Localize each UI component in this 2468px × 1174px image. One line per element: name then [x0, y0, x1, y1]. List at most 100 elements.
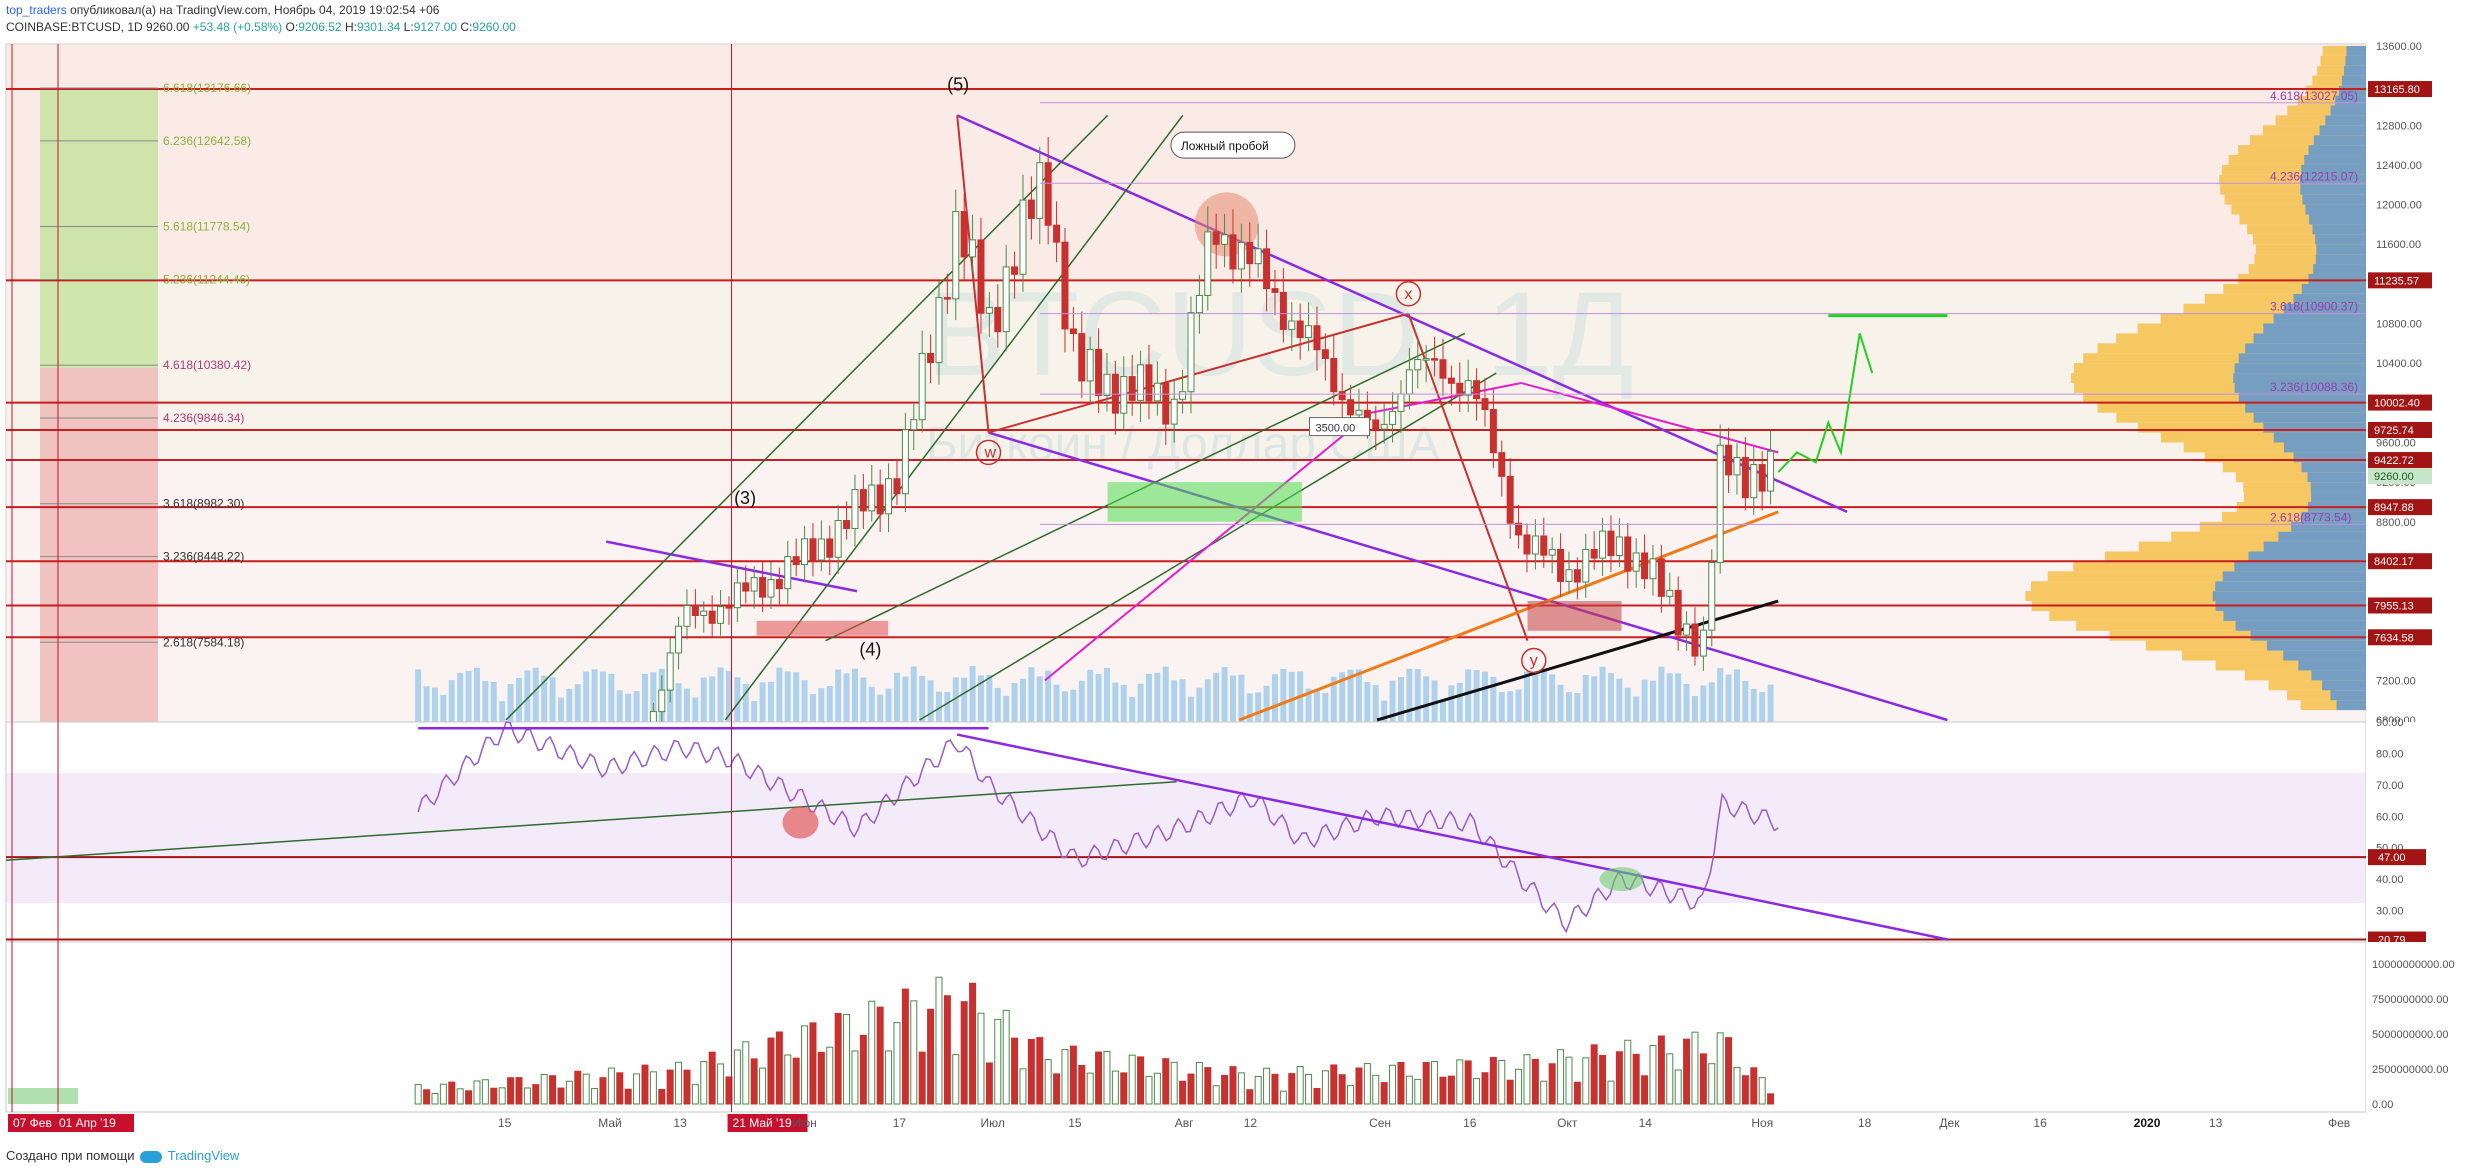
volume-bar: [1515, 1068, 1523, 1105]
fib-left-label: 5.236(11244.46): [163, 272, 250, 286]
profile-bar: [2243, 482, 2366, 493]
volume-overlay: [415, 666, 1774, 722]
profile-bar-value-area: [2302, 194, 2366, 205]
volume-overlay-bar: [1456, 682, 1463, 722]
candle-body: [1464, 380, 1472, 396]
volume-bar: [439, 1083, 447, 1105]
watermark-symbol: BTCUSD, 1Д: [926, 267, 1634, 401]
volume-overlay-bar: [650, 672, 657, 722]
candle-body: [1011, 266, 1019, 275]
time-axis[interactable]: 07 Фев 01 Апр '19 15 Май 13 21 Май '19 Июн 17 Ию…: [6, 44, 2366, 1132]
volume-overlay-bar: [616, 690, 623, 722]
volume-overlay-bar: [692, 697, 699, 722]
rsi-axis[interactable]: 90.0080.0070.0060.0050.0040.0030.0047.00…: [2366, 717, 2468, 948]
volume-bar: [1279, 1090, 1287, 1105]
candle-body: [935, 297, 943, 364]
profile-bar: [2287, 690, 2366, 701]
candle-body: [1515, 522, 1523, 536]
volume-bar: [1674, 1069, 1682, 1105]
profile-bar: [2097, 402, 2366, 413]
volume-overlay-bar: [1019, 678, 1026, 722]
profile-bar-value-area: [2293, 293, 2366, 304]
volume-overlay-bar: [1725, 674, 1732, 722]
volume-overlay-bar: [1658, 666, 1665, 722]
volume-overlay-bar: [1549, 674, 1556, 722]
volume-bar: [1439, 1076, 1447, 1105]
author-link[interactable]: top_traders: [6, 3, 67, 17]
profile-bar-value-area: [2283, 303, 2366, 314]
fib-right-label: 4.236(12215.07): [2270, 169, 2358, 183]
volume-overlay-bar: [1120, 684, 1127, 722]
volume-bar: [893, 1022, 901, 1105]
volume-tick-label: 0.00: [2372, 1099, 2393, 1111]
volume-pane[interactable]: 10000000000.00 7500000000.00 5000000000.00…: [5, 941, 2468, 1113]
profile-bar-value-area: [2245, 343, 2366, 354]
profile-bar-value-area: [2235, 620, 2366, 631]
volume-axis[interactable]: 10000000000.00 7500000000.00 5000000000.00…: [2366, 942, 2468, 1112]
candle-body: [1741, 456, 1749, 499]
volume-bar: [985, 1062, 993, 1105]
volume-bar: [549, 1075, 557, 1105]
volume-overlay-bar: [784, 671, 791, 722]
price-label-0: 13165.80: [2374, 84, 2420, 96]
volume-bar: [666, 1069, 674, 1105]
candle-body: [1204, 231, 1212, 296]
price-axis[interactable]: 6800.007200.007600.008000.008400.008800.…: [2366, 41, 2468, 727]
rsi-pane[interactable]: 90.0080.0070.0060.0050.0040.0030.0047.00…: [5, 717, 2468, 948]
volume-overlay-bar: [1137, 683, 1144, 722]
candle-body: [683, 605, 691, 627]
candle-body: [1221, 234, 1229, 245]
volume-bar: [868, 1000, 876, 1105]
fib-left-label: 3.236(8448.22): [163, 550, 244, 564]
volume-overlay-bar: [734, 677, 741, 722]
volume-overlay-bar: [1607, 673, 1614, 722]
close-value: 9260.00: [472, 20, 516, 34]
volume-overlay-bar: [1305, 688, 1312, 722]
profile-bar-value-area: [2322, 680, 2366, 691]
tradingview-link[interactable]: TradingView: [167, 1148, 240, 1163]
volume-overlay-bar: [801, 680, 808, 722]
profile-bar-value-area: [2311, 670, 2366, 681]
candle-body: [1691, 623, 1699, 657]
time-tick-label: 17: [893, 1116, 907, 1130]
volume-overlay-bar: [1633, 696, 1640, 722]
price-label-1: 11235.57: [2374, 275, 2419, 287]
magenta-ma-line-1: [1044, 411, 1372, 682]
profile-bar: [2220, 184, 2366, 195]
candle-body: [1431, 358, 1439, 361]
volume-bar: [1615, 1051, 1623, 1105]
candle-body: [1044, 162, 1052, 226]
wave-label: (3): [734, 488, 756, 508]
volume-overlay-bar: [1439, 699, 1446, 722]
profile-bar-value-area: [2315, 254, 2366, 265]
volume-overlay-bar: [1103, 667, 1110, 722]
fib-left-label: 4.618(10380.42): [163, 358, 251, 372]
candle-body: [1195, 294, 1203, 314]
volume-overlay-bar: [1045, 670, 1052, 722]
fib-labels: 6.618(13176.66) 6.236(12642.58) 5.618(1177…: [40, 81, 2366, 649]
profile-bar-value-area: [2308, 273, 2366, 284]
price-pane[interactable]: BTCUSD, 1Д Биткоин / Доллар США 6.618(13…: [5, 41, 2468, 928]
volume-overlay-bar: [1759, 692, 1766, 722]
volume-overlay-bar: [1700, 685, 1707, 722]
candle-body: [1590, 549, 1598, 559]
volume-bar: [1044, 1059, 1052, 1105]
candle-body: [1708, 561, 1716, 631]
profile-bar-value-area: [2253, 412, 2366, 423]
volume-bar: [977, 1012, 985, 1105]
volume-overlay-bar: [717, 667, 724, 722]
volume-bar: [1011, 1037, 1019, 1105]
candle-body: [901, 429, 909, 495]
volume-bar: [1540, 1080, 1548, 1105]
volume-bar: [859, 1034, 867, 1105]
volume-bar: [1699, 1053, 1707, 1105]
volume-overlay-bar: [1330, 676, 1337, 722]
profile-bar-value-area: [2233, 373, 2366, 383]
profile-bar: [2224, 194, 2366, 205]
rsi-tick-label: 60.00: [2376, 811, 2404, 823]
volume-bar: [1372, 1074, 1380, 1105]
volume-bar: [565, 1080, 573, 1105]
volume-overlay-bar: [751, 701, 758, 722]
volume-bar: [1271, 1073, 1279, 1105]
